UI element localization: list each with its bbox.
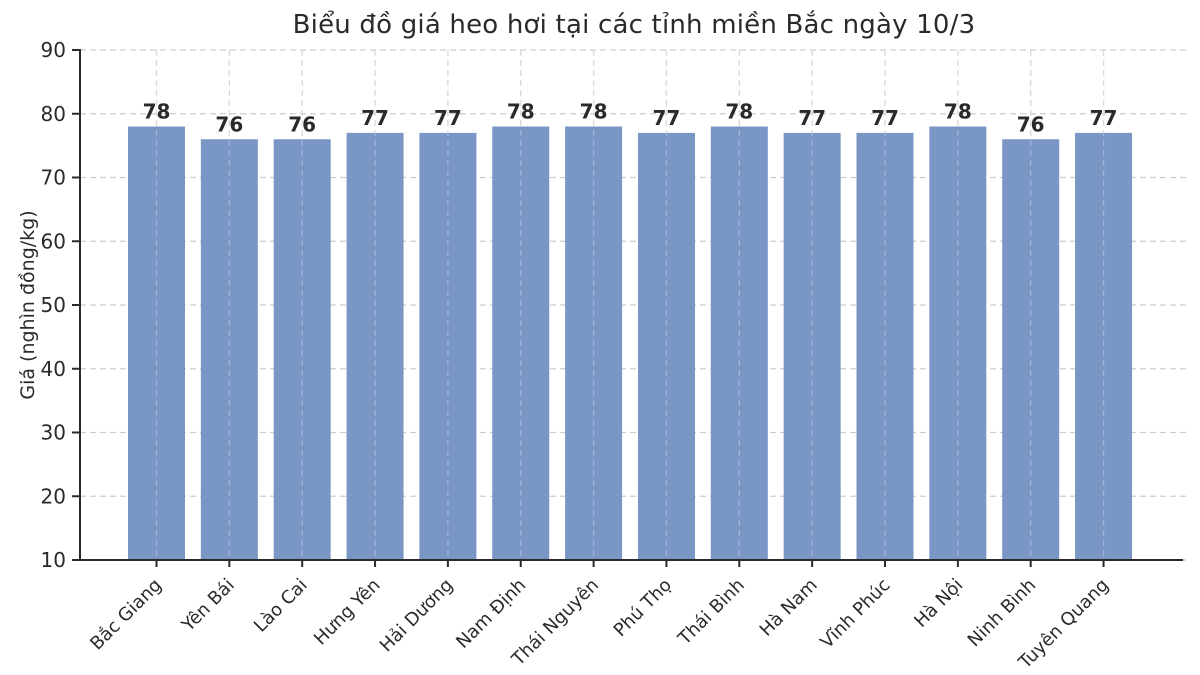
bar-9	[783, 132, 841, 560]
x-tick-label: Hà Nội	[910, 575, 967, 632]
bar-value-label: 77	[798, 106, 826, 130]
bar-value-label: 77	[653, 106, 681, 130]
y-tick-label: 60	[41, 229, 66, 253]
x-tick-label: Hải Dương	[376, 575, 458, 657]
x-tick-label: Thái Bình	[674, 575, 749, 650]
bar-5	[492, 126, 550, 560]
y-tick-label: 70	[41, 166, 66, 190]
x-tick-label: Lào Cai	[250, 575, 312, 637]
bar-8	[710, 126, 768, 560]
x-tick-label: Hà Nam	[756, 575, 822, 641]
bar-value-label: 77	[361, 106, 389, 130]
bar-value-label: 76	[1017, 112, 1045, 136]
x-tick-label: Bắc Giang	[86, 575, 166, 655]
bar-value-label: 78	[580, 100, 608, 124]
bar-value-label: 78	[143, 100, 171, 124]
y-tick-label: 30	[41, 421, 66, 445]
bar-value-label: 77	[1090, 106, 1118, 130]
bar-value-label: 78	[507, 100, 535, 124]
bar-value-labels: 78 76 76 77 77 78 78 77 78 77 77 78 76 77	[143, 100, 1118, 137]
bar-1	[200, 139, 258, 560]
bar-11	[929, 126, 987, 560]
bar-12	[1002, 139, 1060, 560]
bar-value-label: 77	[871, 106, 899, 130]
bar-2	[273, 139, 331, 560]
bar-13	[1075, 132, 1133, 560]
y-tick-label: 80	[41, 102, 66, 126]
x-tick-label: Yên Bái	[177, 575, 239, 637]
y-tick-label: 10	[41, 548, 66, 572]
bar-value-label: 78	[944, 100, 972, 124]
y-tick-label: 50	[41, 293, 66, 317]
y-tick-label: 40	[41, 357, 66, 381]
x-tick-label: Ninh Bình	[964, 575, 1040, 651]
bar-7	[637, 132, 695, 560]
bar-value-label: 77	[434, 106, 462, 130]
gridlines-overlay	[155, 50, 1105, 560]
x-tick-label: Vĩnh Phúc	[816, 575, 894, 653]
bars	[128, 126, 1133, 560]
bar-0	[128, 126, 185, 560]
bar-4	[419, 132, 477, 560]
bar-6	[565, 126, 623, 560]
x-tick-label: Phú Thọ	[610, 575, 676, 641]
x-tick-label: Hưng Yên	[310, 575, 385, 650]
y-tick-label: 20	[41, 484, 66, 508]
chart-title: Biểu đồ giá heo hơi tại các tỉnh miền Bắ…	[292, 10, 976, 40]
bar-value-label: 76	[288, 112, 316, 136]
bar-10	[856, 132, 914, 560]
y-axis: 10 20 30 40 50 60 70 80 90	[41, 38, 80, 572]
bar-value-label: 78	[725, 100, 753, 124]
bar-3	[346, 132, 404, 560]
x-tick-label: Nam Định	[452, 575, 530, 653]
y-tick-label: 90	[41, 38, 66, 62]
bar-value-label: 76	[215, 112, 243, 136]
